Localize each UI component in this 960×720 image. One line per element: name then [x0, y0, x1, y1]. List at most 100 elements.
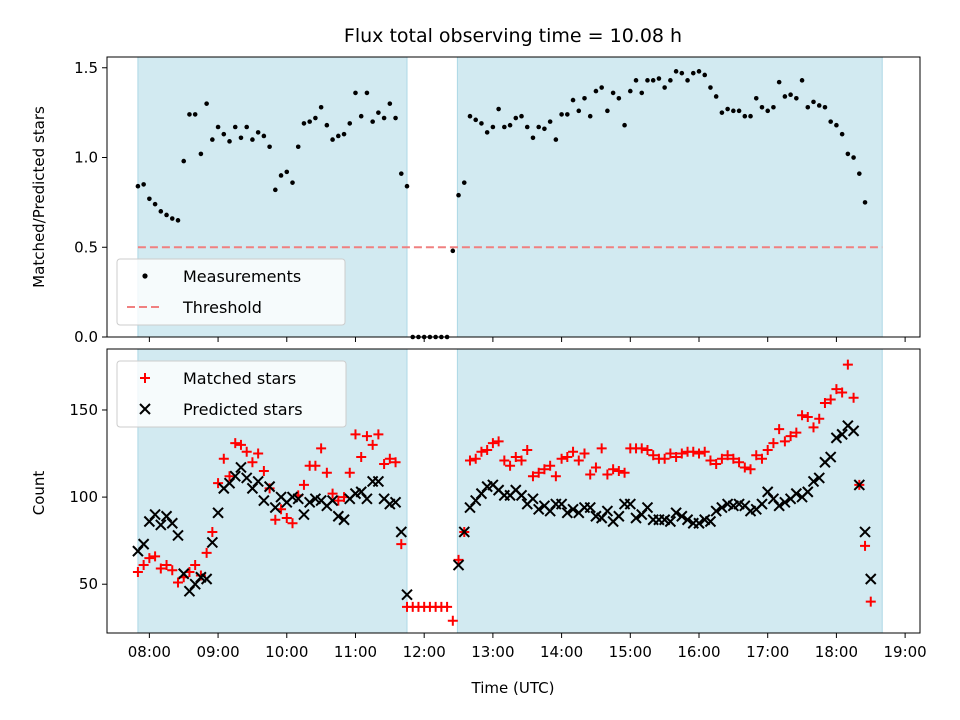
data-point	[676, 448, 687, 459]
data-point	[326, 494, 339, 507]
data-point	[252, 475, 264, 488]
data-point	[765, 108, 771, 114]
top-panel: 0.0 0.5 1.0 1.5 Measurements Threshold	[74, 56, 921, 346]
data-point	[290, 180, 295, 185]
data-point	[210, 137, 215, 142]
data-point	[779, 436, 790, 447]
data-point	[350, 429, 361, 440]
data-point	[458, 526, 470, 538]
data-point	[278, 173, 284, 178]
data-point	[547, 119, 553, 124]
data-point	[768, 438, 779, 449]
data-point	[819, 398, 830, 409]
data-point	[522, 445, 533, 456]
data-point	[705, 455, 716, 466]
data-point	[264, 483, 275, 494]
data-point	[648, 450, 659, 461]
x-tick-label: 13:00	[471, 643, 514, 661]
data-point	[711, 458, 722, 469]
data-point	[779, 496, 791, 509]
legend-label: Measurements	[183, 267, 301, 286]
data-point	[774, 424, 785, 435]
data-point	[576, 108, 582, 114]
legend-box	[116, 258, 346, 326]
data-point	[690, 70, 696, 76]
y-tick-label: 0.0	[74, 328, 98, 346]
data-point	[253, 448, 264, 459]
data-point	[224, 471, 235, 482]
data-point	[745, 464, 756, 475]
data-point	[585, 469, 596, 480]
data-point	[353, 90, 358, 96]
data-point	[748, 113, 753, 119]
data-point	[376, 110, 381, 115]
data-point	[178, 568, 190, 580]
data-point	[321, 467, 332, 478]
top-y-axis-label: Matched/Predicted stars	[30, 106, 48, 288]
data-point	[341, 131, 347, 137]
data-point	[561, 507, 574, 519]
data-point	[147, 196, 152, 202]
data-point	[673, 69, 679, 74]
data-point	[582, 95, 587, 101]
data-point	[169, 216, 175, 221]
data-point	[181, 158, 187, 164]
data-point	[859, 526, 871, 538]
data-point	[830, 432, 843, 444]
data-point	[172, 529, 184, 542]
series-predicted-stars	[132, 419, 877, 601]
data-point	[467, 113, 473, 119]
data-point	[756, 498, 768, 510]
data-point	[336, 133, 341, 139]
data-point	[447, 615, 458, 626]
data-point	[330, 137, 335, 142]
data-point	[390, 457, 401, 468]
legend-box	[116, 360, 347, 428]
data-point	[313, 115, 318, 121]
data-point	[476, 446, 487, 457]
data-point	[324, 122, 330, 128]
data-point	[622, 122, 627, 128]
data-point	[295, 144, 301, 150]
data-point	[516, 455, 527, 466]
data-point	[842, 359, 853, 370]
data-point	[713, 94, 719, 99]
data-point	[751, 450, 762, 461]
y-tick-label: 0.5	[74, 238, 98, 256]
data-point	[213, 478, 224, 489]
data-point	[250, 137, 255, 142]
data-point	[132, 567, 143, 578]
data-point	[149, 508, 161, 521]
data-point	[788, 92, 793, 97]
data-point	[515, 489, 528, 502]
data-point	[616, 95, 622, 101]
data-point	[605, 108, 610, 114]
data-point	[785, 431, 796, 442]
data-point	[452, 559, 465, 571]
data-point	[333, 495, 344, 506]
data-point	[161, 560, 172, 571]
data-point	[273, 187, 278, 193]
data-point	[550, 471, 561, 482]
data-point	[473, 117, 479, 123]
data-point	[633, 78, 639, 83]
data-point	[636, 443, 647, 454]
data-point	[241, 446, 252, 457]
data-point	[310, 460, 321, 471]
data-point	[776, 79, 782, 85]
data-point	[590, 462, 601, 473]
data-point	[759, 104, 765, 110]
data-point	[828, 119, 833, 124]
data-point	[499, 455, 510, 466]
data-point	[482, 445, 493, 456]
data-point	[519, 113, 524, 119]
data-point	[450, 248, 456, 254]
data-point	[393, 115, 398, 121]
data-point	[722, 450, 733, 461]
data-point	[610, 90, 616, 96]
data-point	[235, 461, 247, 474]
data-point	[693, 517, 705, 529]
data-point	[814, 413, 825, 424]
data-point	[860, 540, 871, 551]
